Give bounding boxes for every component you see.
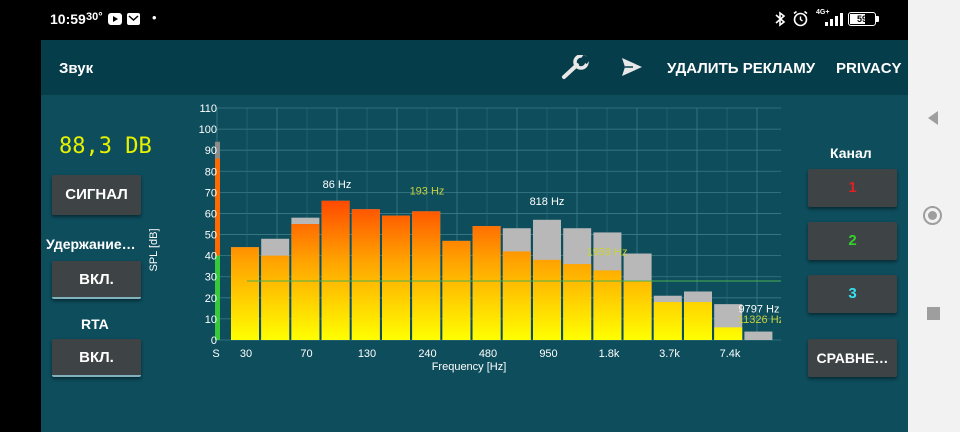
spectrum-bar: [593, 270, 622, 340]
y-tick-label: 30: [205, 272, 217, 284]
youtube-icon: [108, 12, 122, 30]
y-tick-label: 60: [205, 208, 217, 220]
x-tick-label: 7.4k: [720, 348, 741, 360]
channel-label: Канал: [830, 145, 872, 161]
spectrum-bar: [684, 302, 712, 340]
x-tick-label: 950: [539, 348, 557, 360]
status-time: 10:59: [50, 11, 86, 27]
peak-hold-bar: [744, 331, 773, 340]
bluetooth-icon: [774, 11, 786, 32]
y-tick-label: 80: [205, 166, 217, 178]
spectrum-bar: [653, 302, 682, 340]
spectrum-bar: [382, 215, 410, 340]
compare-button[interactable]: СРАВНЕ…: [808, 339, 897, 377]
spectrum-bar: [261, 255, 290, 340]
signal-meter-lower: [215, 255, 220, 340]
battery-nub: [876, 16, 879, 22]
hold-toggle-button[interactable]: ВКЛ.: [52, 261, 141, 299]
y-tick-label: 0: [211, 335, 217, 347]
remove-ads-button[interactable]: УДАЛИТЬ РЕКЛАМУ: [667, 60, 816, 77]
x-tick-label: 480: [479, 348, 497, 360]
spectrum-bar: [563, 264, 592, 340]
signal-meter: [215, 141, 220, 340]
spectrum-bar: [442, 240, 471, 340]
system-nav-bar: [908, 0, 960, 432]
x-tick-label: 240: [418, 348, 436, 360]
y-tick-label: 100: [199, 124, 217, 136]
channel-2-button[interactable]: 2: [808, 222, 897, 260]
peak-label: 86 Hz: [323, 179, 352, 191]
spectrum-bar: [623, 280, 652, 340]
send-icon[interactable]: [621, 57, 643, 82]
rta-spectrum-chart: 0 10 20 30 40 50 60 70 80 90 100 110 S 30 70 130 240 480…: [148, 103, 781, 373]
spectrum-bar: [533, 259, 561, 340]
spectrum-bar: [472, 226, 501, 340]
peak-label: 1959 Hz: [587, 247, 628, 259]
gmail-icon: [127, 12, 140, 30]
spectrum-bar: [714, 327, 743, 340]
wrench-icon[interactable]: [561, 54, 591, 86]
signal-meter-upper: [215, 158, 220, 256]
app-title: Звук: [59, 60, 94, 77]
peak-label: 193 Hz: [410, 185, 445, 197]
battery-level: 59: [856, 14, 867, 24]
signal-strength-icon: [824, 13, 844, 31]
y-tick-label: 40: [205, 251, 217, 263]
y-tick-label: 10: [205, 314, 217, 326]
spectrum-bar: [321, 200, 350, 340]
spectrum-bar: [351, 209, 380, 340]
x-tick-label: 30: [240, 348, 252, 360]
y-tick-label: 50: [205, 230, 217, 242]
home-icon[interactable]: [923, 206, 942, 225]
rta-toggle-button[interactable]: ВКЛ.: [52, 339, 141, 377]
peak-label: 9797 Hz: [739, 304, 780, 316]
x-tick-label: S: [212, 348, 219, 360]
signal-button[interactable]: СИГНАЛ: [52, 175, 141, 215]
x-tick-label: 130: [358, 348, 376, 360]
status-temperature: 30°: [86, 11, 103, 23]
spl-level-readout: 88,3 DB: [59, 134, 152, 159]
x-tick-label: 3.7k: [659, 348, 680, 360]
hold-label: Удержание…: [46, 236, 136, 252]
x-tick-label: 1.8k: [599, 348, 620, 360]
spectrum-bar: [291, 224, 320, 340]
recent-apps-icon[interactable]: [927, 307, 940, 320]
y-tick-label: 70: [205, 187, 217, 199]
alarm-icon: [792, 10, 809, 32]
privacy-button[interactable]: PRIVACY: [836, 60, 902, 77]
status-bar: 10:59 30° • 4G+ 59: [0, 0, 908, 40]
rta-label: RTA: [81, 316, 109, 332]
notification-dot-icon: •: [152, 10, 157, 25]
y-axis-ticks: 0 10 20 30 40 50 60 70 80 90 100 110: [199, 103, 217, 347]
channel-1-button[interactable]: 1: [808, 169, 897, 207]
peak-label: 11326 Hz: [738, 314, 781, 326]
spectrum-bar: [412, 211, 441, 340]
peak-label: 818 Hz: [530, 196, 565, 208]
spectrum-bars: [231, 200, 743, 340]
y-tick-label: 90: [205, 145, 217, 157]
app-window: Звук УДАЛИТЬ РЕКЛАМУ PRIVACY 88,3 DB СИГ…: [41, 40, 908, 432]
y-tick-label: 20: [205, 293, 217, 305]
y-tick-label: 110: [199, 103, 217, 115]
channel-3-button[interactable]: 3: [808, 275, 897, 313]
network-type: 4G+: [816, 9, 830, 16]
spectrum-bar: [231, 247, 259, 340]
back-icon[interactable]: [926, 110, 940, 131]
x-tick-label: 70: [300, 348, 312, 360]
battery-icon: 59: [848, 12, 876, 26]
y-axis-label: SPL [dB]: [148, 228, 160, 271]
spectrum-bar: [502, 251, 531, 340]
app-bar: Звук УДАЛИТЬ РЕКЛАМУ PRIVACY: [41, 40, 908, 95]
x-axis-label: Frequency [Hz]: [432, 361, 507, 373]
